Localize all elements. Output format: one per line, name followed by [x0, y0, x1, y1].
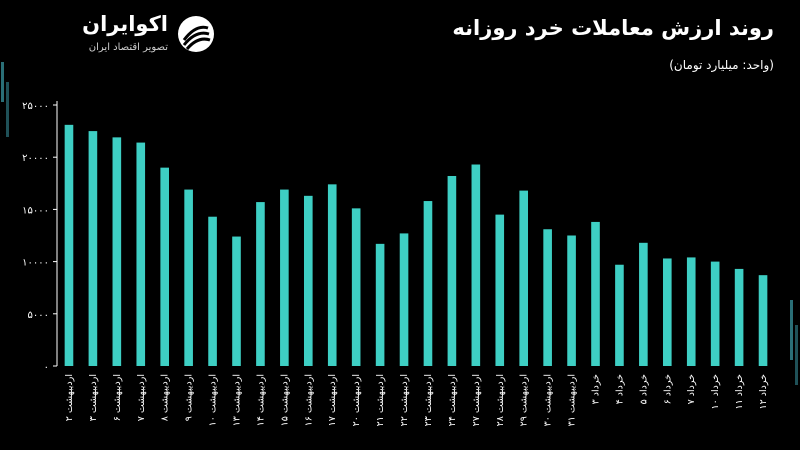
- bar: [184, 189, 193, 366]
- bar: [495, 214, 505, 366]
- bar: [591, 221, 600, 366]
- x-tick-label: اردیبهشت ۳۰: [543, 374, 554, 426]
- x-tick-label: خرداد ۷: [686, 374, 697, 404]
- bar: [160, 167, 170, 366]
- x-tick-label: خرداد ۱۲: [758, 374, 769, 410]
- chart-subtitle: (واحد: میلیارد تومان): [669, 58, 774, 72]
- brand-tagline: تصویر اقتصاد ایران: [88, 42, 168, 53]
- bar: [447, 175, 457, 366]
- bar: [88, 131, 98, 366]
- x-tick-label: اردیبهشت ۲: [64, 374, 75, 421]
- bar: [136, 142, 146, 366]
- y-tick-label: ۱۰۰۰۰: [22, 258, 49, 269]
- x-tick-label: اردیبهشت ۳۱: [567, 374, 578, 426]
- x-tick-label: اردیبهشت ۲۸: [495, 374, 506, 426]
- x-tick-label: اردیبهشت ۲۹: [519, 374, 530, 426]
- bar: [758, 275, 768, 366]
- bar: [567, 235, 576, 366]
- x-tick-label: اردیبهشت ۹: [184, 374, 195, 421]
- bar: [112, 137, 122, 366]
- x-tick-label: اردیبهشت ۶: [112, 374, 123, 421]
- bar: [734, 268, 744, 366]
- bar: [639, 242, 648, 366]
- chart-title: روند ارزش معاملات خرد روزانه: [452, 16, 774, 40]
- x-tick-label: اردیبهشت ۱۴: [255, 374, 266, 426]
- y-tick-label: ۵۰۰۰: [28, 310, 49, 321]
- y-tick-label: ۲۵۰۰۰: [22, 101, 49, 112]
- bar: [471, 164, 481, 366]
- bar: [232, 236, 241, 366]
- x-tick-label: اردیبهشت ۸: [160, 374, 171, 421]
- bars: [64, 124, 768, 366]
- x-tick-label: خرداد ۵: [638, 374, 649, 404]
- bar: [256, 202, 265, 366]
- x-tick-label: خرداد ۱۰: [710, 374, 721, 410]
- x-tick-label: اردیبهشت ۱۵: [279, 374, 290, 426]
- decorative-candles-right: [790, 300, 798, 385]
- bar: [423, 201, 433, 366]
- x-tick-label: خرداد ۳: [591, 374, 602, 404]
- bar: [64, 124, 74, 366]
- bar: [615, 264, 624, 366]
- bar: [662, 258, 672, 366]
- y-tick-label: ۱۵۰۰۰: [22, 205, 49, 216]
- bar: [208, 216, 217, 366]
- x-tick-label: اردیبهشت ۲۷: [471, 374, 482, 426]
- x-tick-label: اردیبهشت ۲۴: [447, 374, 458, 426]
- bar: [710, 261, 720, 366]
- bar: [543, 229, 552, 366]
- y-axis: ۰ ۵۰۰۰ ۱۰۰۰۰ ۱۵۰۰۰ ۲۰۰۰۰ ۲۵۰۰۰: [22, 101, 58, 373]
- bar: [303, 195, 313, 366]
- x-tick-label: اردیبهشت ۱۳: [232, 374, 243, 426]
- x-tick-label: اردیبهشت ۲۳: [423, 374, 434, 426]
- brand-logo-icon: [178, 16, 214, 52]
- x-tick-label: اردیبهشت ۳: [88, 374, 99, 421]
- x-tick-label: اردیبهشت ۱۷: [327, 374, 338, 426]
- bar: [375, 243, 385, 366]
- y-tick-label: ۲۰۰۰۰: [22, 153, 49, 164]
- x-tick-label: اردیبهشت ۱۶: [303, 374, 314, 426]
- brand-name: اکوایران: [82, 12, 168, 36]
- x-tick-label: اردیبهشت ۲۱: [375, 374, 386, 426]
- brand-logo: اکوایران تصویر اقتصاد ایران: [30, 12, 220, 58]
- x-tick-label: خرداد ۶: [662, 374, 673, 404]
- bar: [686, 257, 696, 366]
- x-tick-label: اردیبهشت ۲۰: [351, 374, 362, 426]
- bar: [519, 190, 529, 366]
- bar: [399, 233, 409, 366]
- bar: [280, 189, 289, 366]
- bar: [351, 208, 361, 366]
- x-axis-labels: اردیبهشت ۲ اردیبهشت ۳ اردیبهشت ۶ اردیبهشت ۷…: [64, 374, 769, 427]
- y-tick-label: ۰: [44, 362, 49, 373]
- bar: [327, 184, 337, 366]
- decorative-candles-left: [1, 62, 9, 137]
- x-tick-label: خرداد ۱۱: [734, 374, 745, 410]
- x-tick-label: اردیبهشت ۲۲: [399, 374, 410, 426]
- x-tick-label: خرداد ۴: [614, 374, 625, 404]
- x-tick-label: اردیبهشت ۷: [136, 374, 147, 421]
- x-tick-label: اردیبهشت ۱۰: [208, 374, 219, 426]
